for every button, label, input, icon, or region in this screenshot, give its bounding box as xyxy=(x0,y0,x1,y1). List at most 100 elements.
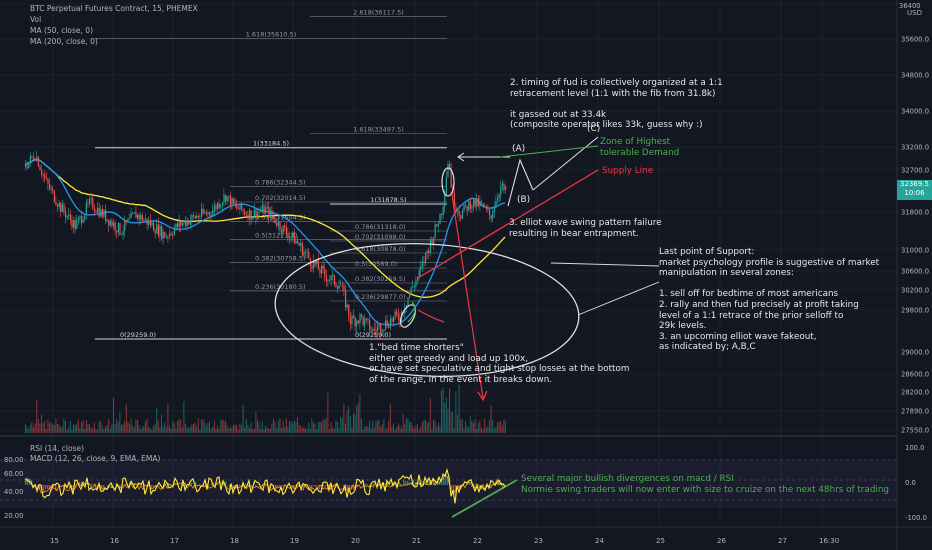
price-axis-label: 32700.0 xyxy=(901,167,929,175)
macd-legend[interactable]: MACD (12, 26, close, 9, EMA, EMA) xyxy=(30,454,161,463)
candle-body xyxy=(301,243,303,256)
candle-body xyxy=(281,229,283,233)
fib-label: 0.786(31318.0) xyxy=(355,223,406,231)
volume-bar xyxy=(338,428,340,433)
volume-bar xyxy=(81,422,82,433)
volume-bar xyxy=(103,429,105,433)
macd-histogram-bar xyxy=(473,483,475,485)
candle-body xyxy=(239,203,241,210)
candle-body xyxy=(71,219,73,228)
candle-body xyxy=(327,279,329,281)
candle-body xyxy=(37,156,39,167)
volume-bar xyxy=(276,428,278,433)
candle-body xyxy=(210,214,212,217)
candle-body xyxy=(381,331,383,333)
volume-bar xyxy=(207,422,209,433)
volume-bar xyxy=(431,429,433,433)
volume-bar xyxy=(45,429,47,433)
date-label: 20 xyxy=(351,537,360,545)
volume-bar xyxy=(308,422,310,433)
candle-body xyxy=(349,316,351,324)
candle-body xyxy=(487,209,489,210)
volume-bar xyxy=(354,414,356,433)
candle-body xyxy=(441,213,443,215)
note-elliot: 3. elliot wave swing pattern failure res… xyxy=(509,218,662,239)
supply-line-label: Supply Line xyxy=(602,166,654,176)
volume-bar xyxy=(335,420,337,433)
volume-bar xyxy=(162,426,164,433)
candle-body xyxy=(434,224,436,238)
candle-body xyxy=(297,240,299,244)
candle-body xyxy=(188,220,190,225)
candle-body xyxy=(186,220,188,226)
candle-body xyxy=(65,211,67,218)
volume-bar xyxy=(113,397,114,433)
volume-bar xyxy=(117,422,119,433)
candle-body xyxy=(418,270,420,278)
breakout-circle xyxy=(399,304,417,328)
ma200-legend[interactable]: MA (200, close, 0) xyxy=(30,37,98,46)
volume-bar xyxy=(253,428,255,433)
volume-bar xyxy=(361,418,362,433)
macd-histogram-bar xyxy=(451,485,453,490)
volume-bar xyxy=(199,429,201,433)
volume-bar xyxy=(349,415,351,433)
candle-body xyxy=(277,221,279,227)
volume-bar xyxy=(300,425,302,433)
volume-bar xyxy=(71,429,73,433)
macd-histogram-bar xyxy=(389,483,391,485)
candle-body xyxy=(314,260,316,265)
volume-bar xyxy=(241,424,242,433)
volume-bar xyxy=(399,425,401,433)
volume-bar xyxy=(460,419,462,433)
macd-histogram-bar xyxy=(209,485,211,486)
ma200-path xyxy=(24,158,506,298)
volume-bar xyxy=(365,426,367,433)
indicator-pane: 80.00 60.00 40.00 20.00 100.0 0.0 -100.0 xyxy=(0,444,927,522)
candle-body xyxy=(145,218,147,220)
macd-histogram-bar xyxy=(447,476,449,485)
candle-body xyxy=(42,174,44,176)
macd-histogram-bar xyxy=(399,485,401,487)
wave-b-path xyxy=(507,158,534,207)
volume-bar xyxy=(461,418,463,433)
volume-bar xyxy=(415,425,417,433)
macd-histogram-bar xyxy=(171,483,173,485)
candle-body xyxy=(340,285,342,287)
fib-label: 0.618(30878.0) xyxy=(355,245,406,253)
volume-bar xyxy=(145,421,146,433)
volume-bar xyxy=(389,403,391,433)
candle-body xyxy=(151,222,153,226)
candle-body xyxy=(191,214,193,221)
macd-histogram-bar xyxy=(265,485,267,487)
candle-body xyxy=(285,227,287,234)
volume-legend[interactable]: Vol xyxy=(30,15,42,24)
candle-body xyxy=(169,233,171,237)
candle-body xyxy=(199,216,201,218)
volume-bar xyxy=(293,420,295,433)
candle-body xyxy=(383,329,385,332)
macd-histogram-bar xyxy=(55,485,57,491)
ma50-legend[interactable]: MA (50, close, 0) xyxy=(30,26,94,35)
symbol-title[interactable]: BTC Perpetual Futures Contract, 15, PHEM… xyxy=(30,4,198,13)
candle-body xyxy=(217,203,219,209)
candle-body xyxy=(218,203,220,208)
volume-bar xyxy=(268,428,270,433)
wave-c-path xyxy=(532,136,599,191)
volume-bar xyxy=(84,429,86,433)
candle-body xyxy=(465,204,467,207)
volume-bar xyxy=(401,428,402,433)
rsi-legend[interactable]: RSI (14, close) xyxy=(30,444,85,453)
volume-bar xyxy=(330,422,332,433)
volume-bar xyxy=(388,420,390,433)
volume-bar xyxy=(474,419,476,433)
volume-bar xyxy=(29,425,31,433)
volume-bar xyxy=(380,426,382,433)
macd-histogram-bar xyxy=(125,484,127,485)
macd-histogram-bar xyxy=(119,485,121,489)
candle-body xyxy=(445,177,447,195)
drop-arrowhead xyxy=(477,390,488,402)
candle-body xyxy=(33,156,35,161)
volume-bar xyxy=(34,423,36,433)
